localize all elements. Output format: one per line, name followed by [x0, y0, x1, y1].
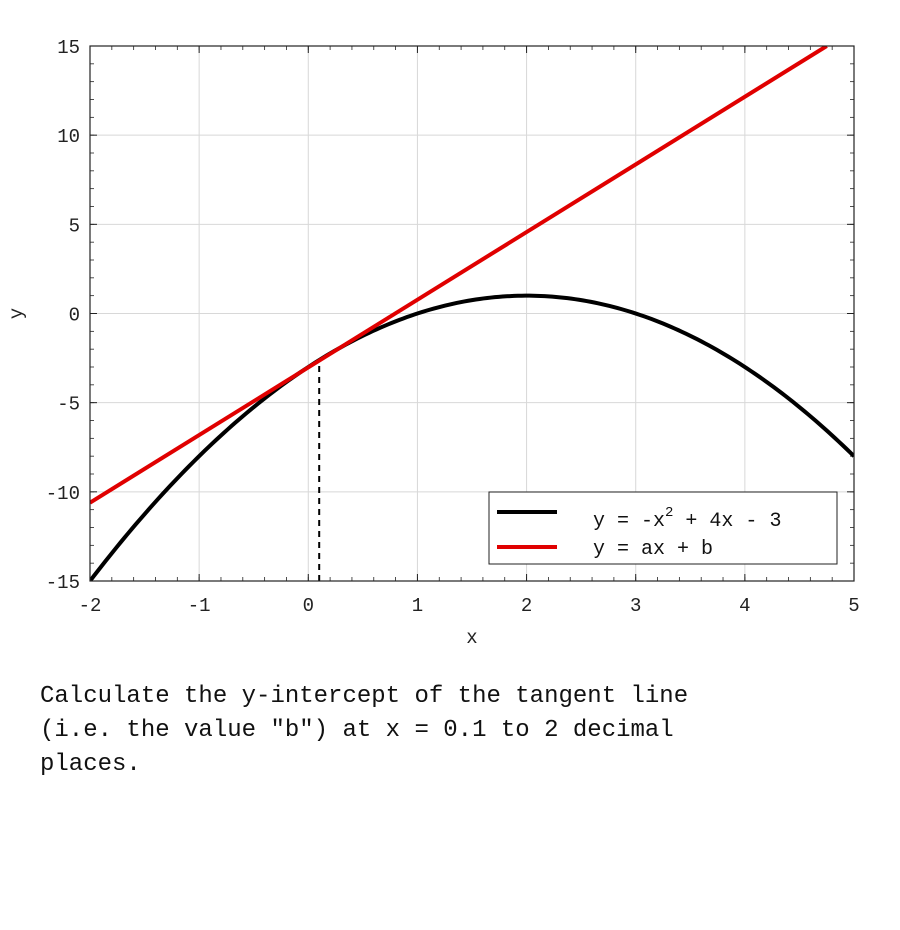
y-tick-label: 5 [69, 215, 80, 237]
x-tick-label: 2 [521, 595, 532, 617]
y-tick-label: 10 [57, 126, 80, 148]
question-line-1: Calculate the y-intercept of the tangent… [40, 683, 689, 710]
y-axis-label: y [6, 308, 28, 319]
y-tick-label: 15 [57, 37, 80, 59]
legend: y = -x2 + 4x - 3 y = ax + b [488, 491, 838, 565]
y-tick-label: -10 [46, 483, 80, 505]
x-tick-label: -1 [188, 595, 211, 617]
x-tick-label: 3 [630, 595, 641, 617]
y-tick-label: -5 [57, 394, 80, 416]
x-tick-label: 0 [303, 595, 314, 617]
legend-parabola-tail: + 4x - 3 [673, 510, 781, 533]
legend-box [488, 491, 838, 565]
legend-entry-tangent: y = ax + b [593, 538, 713, 561]
question-line-3: places. [40, 751, 141, 778]
y-tick-label: -15 [46, 572, 80, 594]
x-tick-label: 1 [412, 595, 423, 617]
x-tick-label: 4 [739, 595, 750, 617]
question-line-2: (i.e. the value "b") at x = 0.1 to 2 dec… [40, 717, 674, 744]
x-axis-label: x [466, 627, 477, 649]
legend-parabola-exponent: 2 [665, 505, 673, 521]
question-text: Calculate the y-intercept of the tangent… [40, 680, 860, 782]
legend-parabola-main: y = -x [593, 510, 665, 533]
series-tangent-line [90, 46, 828, 505]
x-tick-label: -2 [79, 595, 102, 617]
series-parabola-line [90, 293, 854, 581]
x-tick-label: 5 [848, 595, 859, 617]
legend-entry-parabola: y = -x2 + 4x - 3 [593, 505, 781, 533]
y-tick-label: 0 [69, 305, 80, 327]
series-layer [90, 46, 854, 581]
